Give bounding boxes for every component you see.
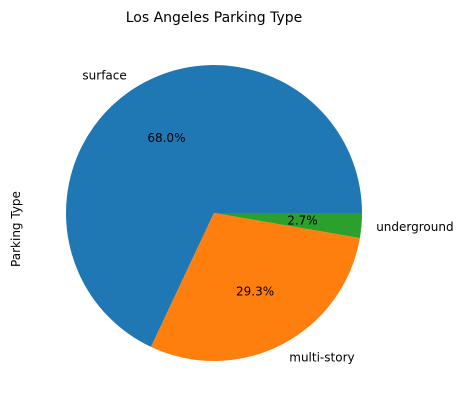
pie-slices xyxy=(66,65,363,362)
y-axis-label: Parking Type xyxy=(9,191,23,267)
pct-label-underground: 2.7% xyxy=(287,214,318,228)
category-label-underground: underground xyxy=(376,220,453,234)
chart-title: Los Angeles Parking Type xyxy=(126,10,303,26)
category-label-surface: surface xyxy=(82,69,126,83)
pie-slice-surface xyxy=(66,65,363,347)
pie-slice-multi-story xyxy=(150,213,360,362)
pct-label-multi-story: 29.3% xyxy=(236,285,274,299)
pie-slice-underground xyxy=(214,213,362,238)
category-label-multi-story: multi-story xyxy=(289,350,354,364)
pct-label-surface: 68.0% xyxy=(147,131,185,145)
pie-labels: 68.0% surface 29.3% multi-story 2.7% undergro… xyxy=(82,69,453,365)
